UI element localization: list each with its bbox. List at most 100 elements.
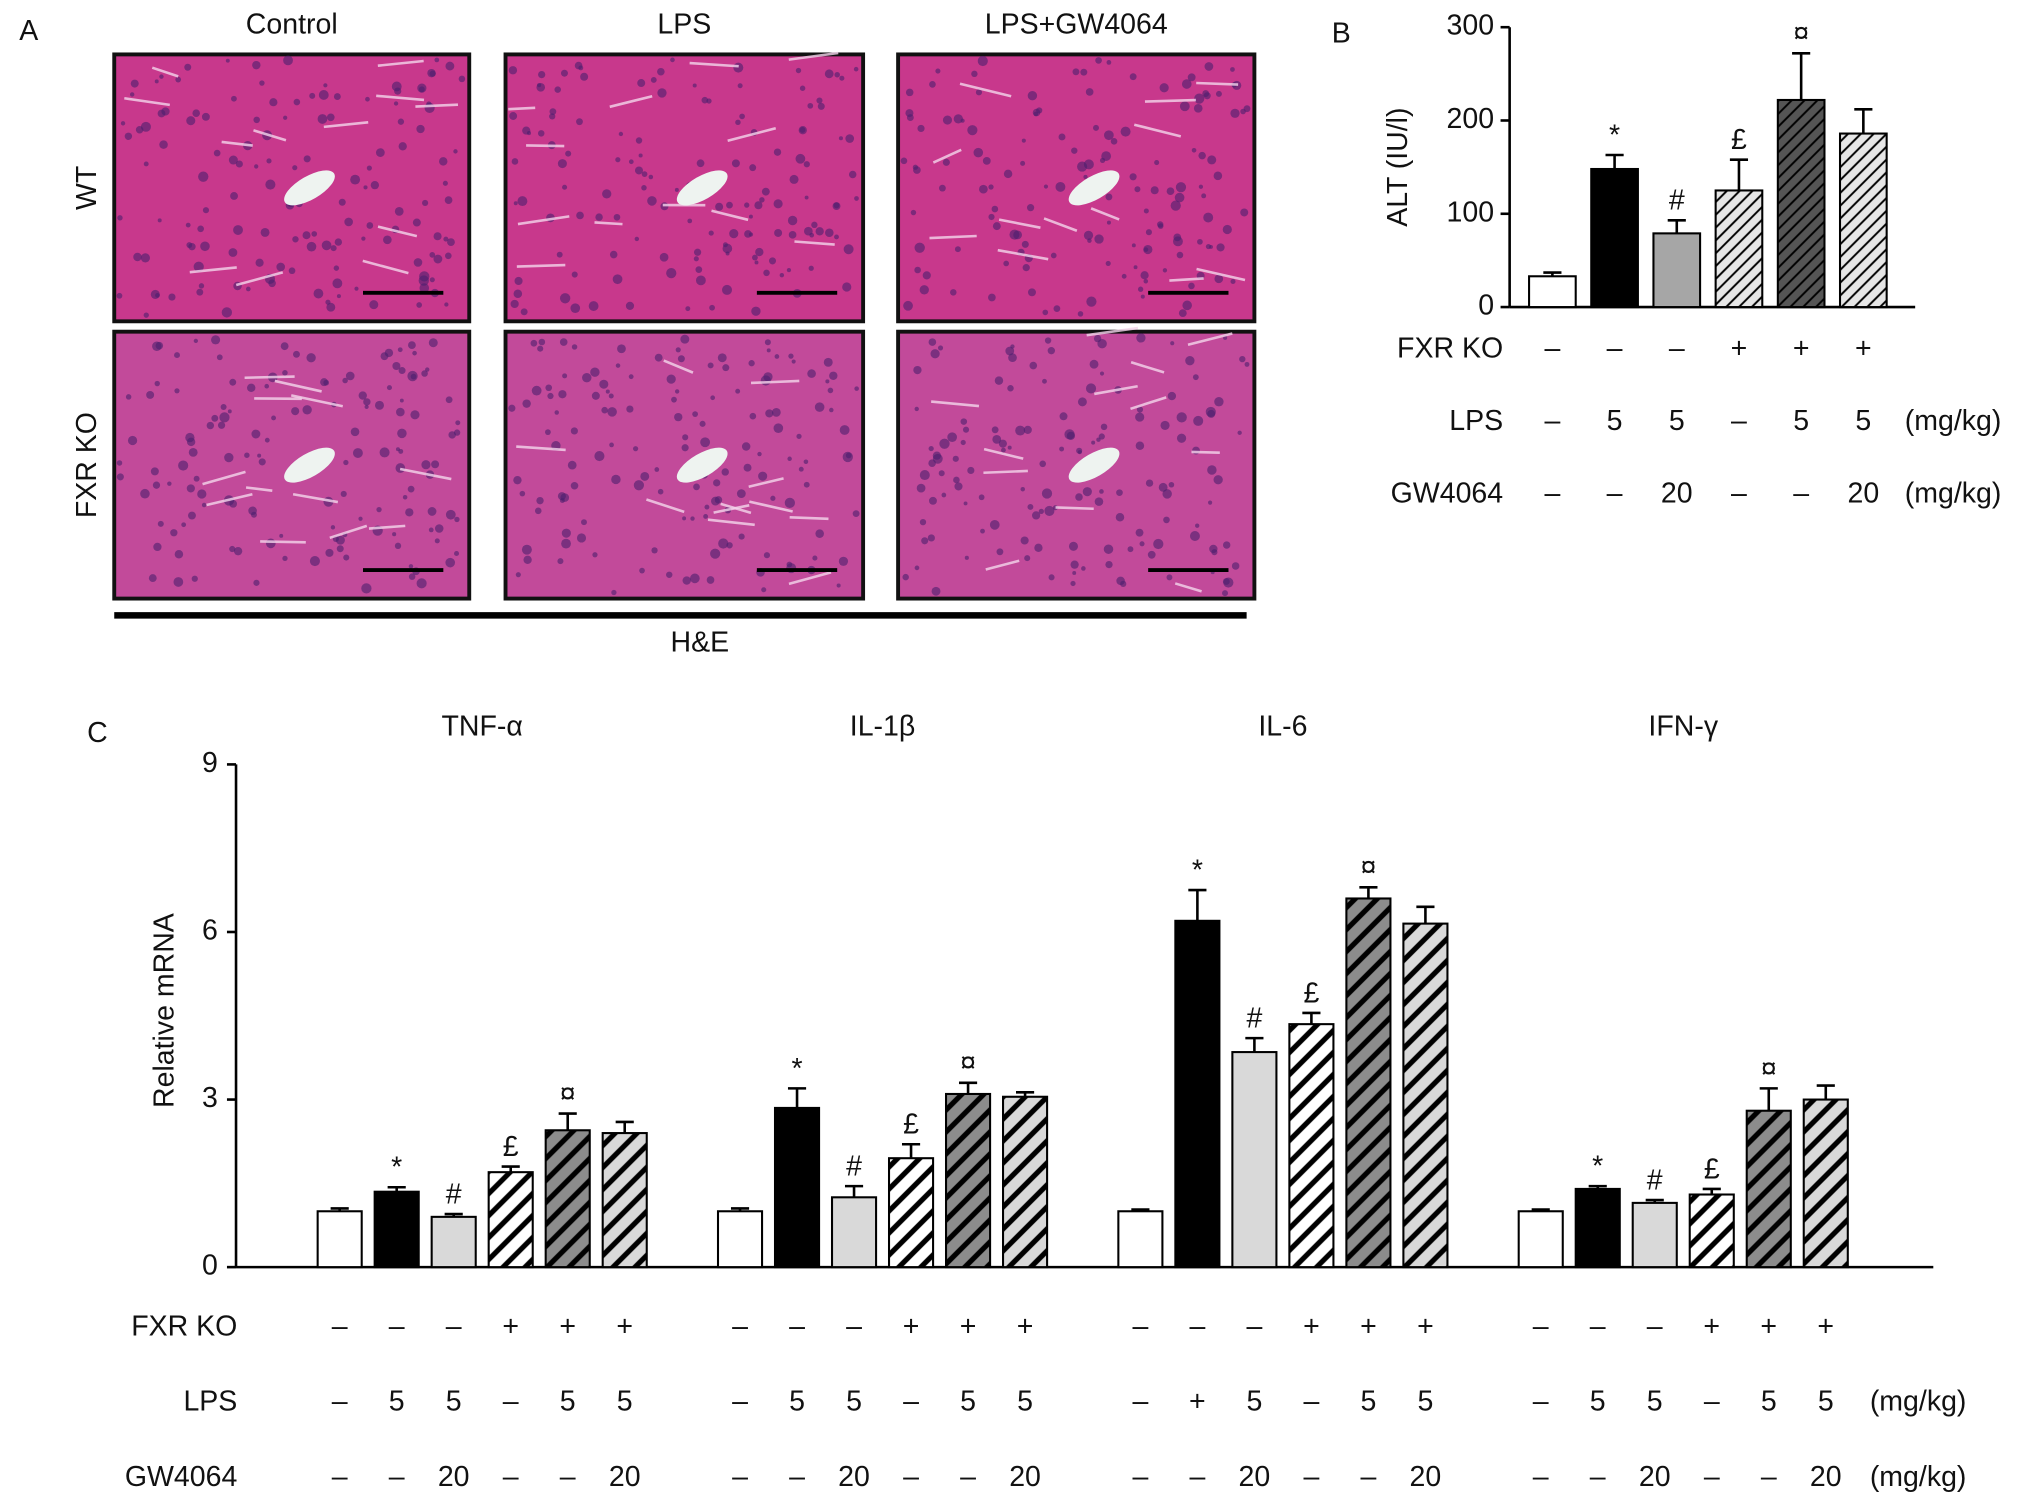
nucleus [1133, 265, 1138, 270]
nucleus [628, 159, 634, 165]
treatment-value: + [1793, 332, 1810, 364]
nucleus [253, 116, 260, 124]
nucleus [744, 202, 750, 208]
bar [1590, 167, 1639, 309]
nucleus [854, 196, 859, 201]
nucleus [639, 567, 645, 574]
nucleus [549, 108, 557, 116]
treatment-value: – [1303, 1461, 1319, 1493]
nucleus [1115, 512, 1125, 522]
nucleus [978, 494, 985, 501]
treatment-value: 5 [1607, 405, 1623, 437]
nucleus [592, 552, 598, 558]
nucleus [217, 421, 226, 429]
bar [544, 1129, 591, 1269]
treatment-value: – [389, 1311, 405, 1343]
category-label: IL-1β [850, 711, 916, 743]
nucleus [657, 67, 665, 76]
nucleus [751, 306, 761, 316]
nucleus [259, 80, 265, 86]
nucleus [1211, 549, 1218, 556]
nucleus [1100, 423, 1108, 431]
nucleus [330, 525, 336, 530]
nucleus [140, 253, 150, 263]
nucleus [257, 453, 262, 458]
sinusoid [1191, 450, 1220, 454]
nucleus [690, 573, 700, 584]
nucleus [454, 516, 460, 523]
nucleus [1055, 181, 1066, 192]
nucleus [265, 179, 276, 190]
nucleus [258, 458, 266, 466]
bar [1631, 1201, 1678, 1269]
nucleus [185, 222, 191, 228]
nucleus [963, 501, 968, 506]
treatment-value: + [1417, 1311, 1434, 1343]
treatment-value: – [1533, 1461, 1549, 1493]
nucleus [798, 466, 804, 472]
nucleus [211, 335, 221, 345]
nucleus [748, 360, 755, 367]
nucleus [303, 155, 311, 163]
nucleus [143, 161, 149, 167]
nucleus [1162, 268, 1168, 273]
nucleus [520, 308, 528, 316]
nucleus [374, 400, 384, 410]
nucleus [396, 407, 405, 417]
treatment-label: GW4064 [1391, 477, 1504, 509]
nucleus [193, 261, 204, 272]
sinusoid [1043, 217, 1078, 232]
nucleus [953, 114, 963, 124]
nucleus [609, 250, 618, 259]
nucleus [827, 387, 834, 394]
treatment-value: – [732, 1461, 748, 1493]
nucleus [902, 573, 909, 581]
bar [430, 1215, 477, 1269]
treatment-value: + [1703, 1311, 1720, 1343]
sinusoid [124, 96, 170, 107]
nucleus [921, 537, 929, 545]
nucleus [1127, 546, 1134, 553]
nucleus [140, 488, 150, 499]
nucleus [690, 516, 695, 521]
nucleus [444, 196, 453, 204]
sinusoid [749, 500, 793, 513]
nucleus [803, 161, 810, 168]
nucleus [599, 379, 609, 389]
nucleus [1005, 346, 1015, 356]
nucleus [416, 302, 423, 308]
nucleus [361, 583, 372, 594]
nucleus [188, 447, 198, 457]
nucleus [657, 88, 667, 98]
nucleus [313, 288, 324, 299]
nucleus [292, 350, 300, 358]
nucleus [1047, 346, 1056, 355]
nucleus [1129, 73, 1137, 81]
nucleus [265, 538, 276, 549]
nucleus [283, 55, 293, 66]
nucleus [977, 55, 988, 67]
significance-mark: * [791, 1053, 802, 1085]
nucleus [154, 380, 160, 387]
panel-label: B [1332, 18, 1351, 50]
bar [1652, 232, 1702, 309]
panel-label: A [19, 15, 38, 47]
nucleus [687, 218, 693, 224]
nucleus [445, 509, 456, 520]
nucleus [340, 490, 347, 498]
bar [487, 1171, 534, 1269]
nucleus [695, 266, 703, 273]
treatment-value: 5 [1590, 1386, 1606, 1418]
treatment-value: 5 [389, 1386, 405, 1418]
nucleus [1027, 503, 1034, 510]
nucleus [191, 575, 198, 582]
nucleus [763, 269, 770, 277]
nucleus [292, 165, 298, 171]
nucleus [412, 350, 417, 356]
nucleus [445, 557, 456, 568]
sinusoid [516, 263, 566, 268]
nucleus [919, 518, 927, 526]
nucleus [910, 209, 917, 216]
nucleus [784, 497, 795, 509]
sinusoid [713, 504, 750, 514]
